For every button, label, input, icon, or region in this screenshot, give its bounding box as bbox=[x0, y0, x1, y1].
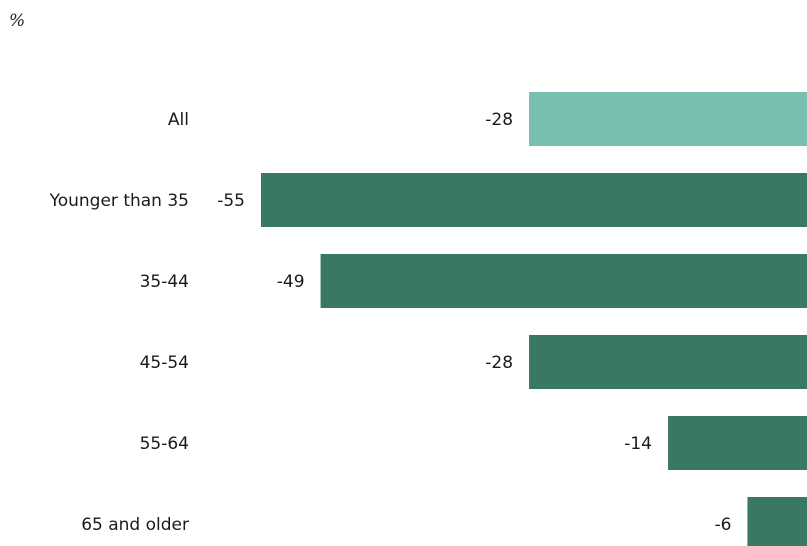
value-label: -28 bbox=[485, 353, 513, 373]
bar-younger-than-35 bbox=[261, 173, 807, 227]
category-label: 65 and older bbox=[81, 515, 189, 535]
bar-65-and-older bbox=[747, 497, 807, 546]
unit-label: % bbox=[9, 11, 26, 31]
category-label: All bbox=[168, 110, 189, 130]
bar-45-54 bbox=[529, 335, 807, 389]
value-label: -28 bbox=[485, 110, 513, 130]
value-label: -14 bbox=[624, 434, 652, 454]
bar-55-64 bbox=[668, 416, 807, 470]
category-label: 45-54 bbox=[140, 353, 189, 373]
value-label: -6 bbox=[714, 515, 731, 535]
bar-35-44 bbox=[320, 254, 807, 308]
category-label: Younger than 35 bbox=[49, 191, 189, 211]
value-label: -49 bbox=[277, 272, 305, 292]
bar-all bbox=[529, 92, 807, 146]
category-label: 35-44 bbox=[140, 272, 189, 292]
value-label: -55 bbox=[217, 191, 245, 211]
category-label: 55-64 bbox=[140, 434, 189, 454]
